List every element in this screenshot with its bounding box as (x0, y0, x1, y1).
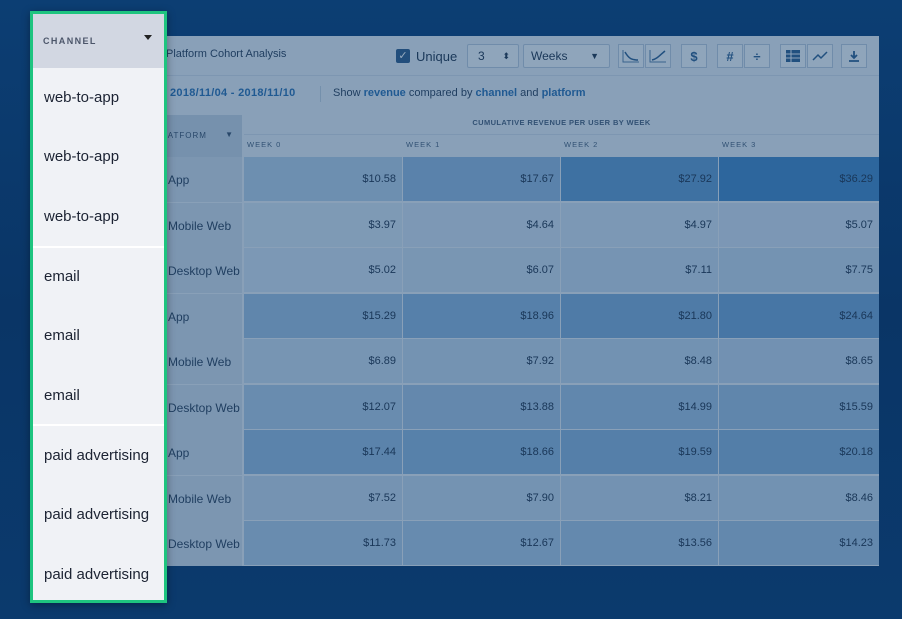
download-icon[interactable] (841, 44, 867, 68)
chevron-down-icon: ▼ (590, 51, 599, 61)
dollar-icon[interactable]: $ (681, 44, 707, 68)
table-row: Desktop Web $12.07 $13.88 $14.99 $15.59 (146, 384, 879, 430)
table-cell[interactable]: $17.44 (244, 430, 402, 474)
granularity-select[interactable]: Weeks ▼ (523, 44, 610, 68)
week-column-header: WEEK 3 (722, 140, 757, 149)
decline-chart-icon[interactable] (618, 44, 644, 68)
table-icon[interactable] (780, 44, 806, 68)
channel-dropdown-header[interactable]: CHANNEL (33, 14, 164, 68)
table-cell[interactable]: $7.75 (719, 248, 879, 292)
table-cell[interactable]: $8.48 (561, 339, 718, 383)
compared-by-text: compared by (408, 87, 473, 99)
dropdown-option[interactable]: web-to-app (44, 208, 120, 225)
week-column-header: WEEK 0 (247, 140, 282, 149)
group-separator (33, 246, 164, 248)
table-cell[interactable]: $15.59 (719, 384, 879, 429)
dropdown-option[interactable]: web-to-app (44, 89, 120, 106)
date-range[interactable]: 2018/11/04 - 2018/11/10 (170, 87, 296, 99)
group-separator (33, 424, 164, 426)
table-cell[interactable]: $27.92 (561, 157, 718, 201)
caret-down-icon (144, 35, 152, 40)
table-cell[interactable]: $7.92 (403, 339, 560, 383)
panel-title: Platform Cohort Analysis (166, 48, 287, 60)
table-cell[interactable]: $6.07 (403, 248, 560, 292)
table-cell[interactable]: $14.99 (561, 384, 718, 429)
metric-link[interactable]: revenue (363, 87, 406, 99)
dropdown-option[interactable]: email (44, 268, 80, 285)
table-cell[interactable]: $12.07 (244, 384, 402, 429)
show-word: Show (333, 87, 361, 99)
line-chart-icon[interactable] (807, 44, 833, 68)
week-column-header: WEEK 2 (564, 140, 599, 149)
periods-select[interactable]: 3 ⬍ (467, 44, 519, 68)
dropdown-option[interactable]: web-to-app (44, 148, 120, 165)
chevron-down-icon: ▼ (225, 130, 234, 139)
week-column-header: WEEK 1 (406, 140, 441, 149)
table-cell[interactable]: $8.21 (561, 475, 718, 520)
table-cell[interactable]: $4.97 (561, 202, 718, 247)
table-row: App $15.29 $18.96 $21.80 $24.64 (146, 293, 879, 339)
table-cell[interactable]: $4.64 (403, 202, 560, 247)
divider (320, 86, 321, 102)
periods-value: 3 (478, 49, 485, 63)
hash-icon[interactable]: # (717, 44, 743, 68)
table-cell[interactable]: $18.66 (403, 430, 560, 474)
platform-header-label: PLATFORM (156, 131, 207, 140)
table-row: App $17.44 $18.66 $19.59 $20.18 (146, 430, 879, 475)
filter-bar: 2018/11/04 - 2018/11/10 Show revenue com… (36, 77, 879, 113)
dimension-platform-link[interactable]: platform (541, 87, 586, 99)
table-cell[interactable]: $11.73 (244, 521, 402, 565)
table-cell[interactable]: $3.97 (244, 202, 402, 247)
table-cell[interactable]: $36.29 (719, 157, 879, 201)
updown-icon: ⬍ (502, 50, 510, 61)
toolbar: Platform Cohort Analysis ✓ Unique 3 ⬍ We… (36, 36, 879, 76)
table-row: Desktop Web $11.73 $12.67 $13.56 $14.23 (146, 521, 879, 566)
table-cell[interactable]: $5.07 (719, 202, 879, 247)
table-cell[interactable]: $10.58 (244, 157, 402, 201)
table-cell[interactable]: $12.67 (403, 521, 560, 565)
dropdown-option[interactable]: email (44, 327, 80, 344)
granularity-value: Weeks (531, 49, 568, 63)
table-cell[interactable]: $7.11 (561, 248, 718, 292)
dropdown-option[interactable]: paid advertising (44, 566, 150, 583)
table-cell[interactable]: $7.52 (244, 475, 402, 520)
channel-header-label: CHANNEL (43, 36, 97, 46)
table-cell[interactable]: $6.89 (244, 339, 402, 383)
divide-icon[interactable]: ÷ (744, 44, 770, 68)
table-cell[interactable]: $15.29 (244, 293, 402, 338)
unique-label: Unique (416, 49, 458, 64)
table-cell[interactable]: $24.64 (719, 293, 879, 338)
dropdown-option[interactable]: paid advertising (44, 447, 150, 464)
table-cell[interactable]: $19.59 (561, 430, 718, 474)
table-row: Mobile Web $6.89 $7.92 $8.48 $8.65 (146, 339, 879, 384)
dropdown-option[interactable]: email (44, 387, 80, 404)
table-cell[interactable]: $20.18 (719, 430, 879, 474)
table-cell[interactable]: $14.23 (719, 521, 879, 565)
channel-dropdown[interactable]: CHANNEL web-to-app web-to-app web-to-app em… (30, 11, 167, 603)
table-row: Desktop Web $5.02 $6.07 $7.11 $7.75 (146, 248, 879, 293)
header-divider (244, 134, 879, 135)
table-cell[interactable]: $18.96 (403, 293, 560, 338)
table-cell[interactable]: $13.88 (403, 384, 560, 429)
table-cell[interactable]: $21.80 (561, 293, 718, 338)
show-summary: Show revenue compared by channel and pla… (333, 87, 586, 99)
table-cell[interactable]: $8.46 (719, 475, 879, 520)
table-row: Mobile Web $7.52 $7.90 $8.21 $8.46 (146, 475, 879, 521)
group-header: CUMULATIVE REVENUE PER USER BY WEEK (472, 118, 651, 127)
table-cell[interactable]: $5.02 (244, 248, 402, 292)
table-row: App $10.58 $17.67 $27.92 $36.29 (146, 157, 879, 202)
table-cell[interactable]: $7.90 (403, 475, 560, 520)
table-cell[interactable]: $17.67 (403, 157, 560, 201)
growth-chart-icon[interactable] (645, 44, 671, 68)
unique-checkbox[interactable]: ✓ (396, 49, 410, 63)
table-row: Mobile Web $3.97 $4.64 $4.97 $5.07 (146, 202, 879, 248)
dropdown-option[interactable]: paid advertising (44, 506, 150, 523)
and-text: and (520, 87, 539, 99)
dimension-channel-link[interactable]: channel (475, 87, 518, 99)
table-cell[interactable]: $13.56 (561, 521, 718, 565)
table-cell[interactable]: $8.65 (719, 339, 879, 383)
